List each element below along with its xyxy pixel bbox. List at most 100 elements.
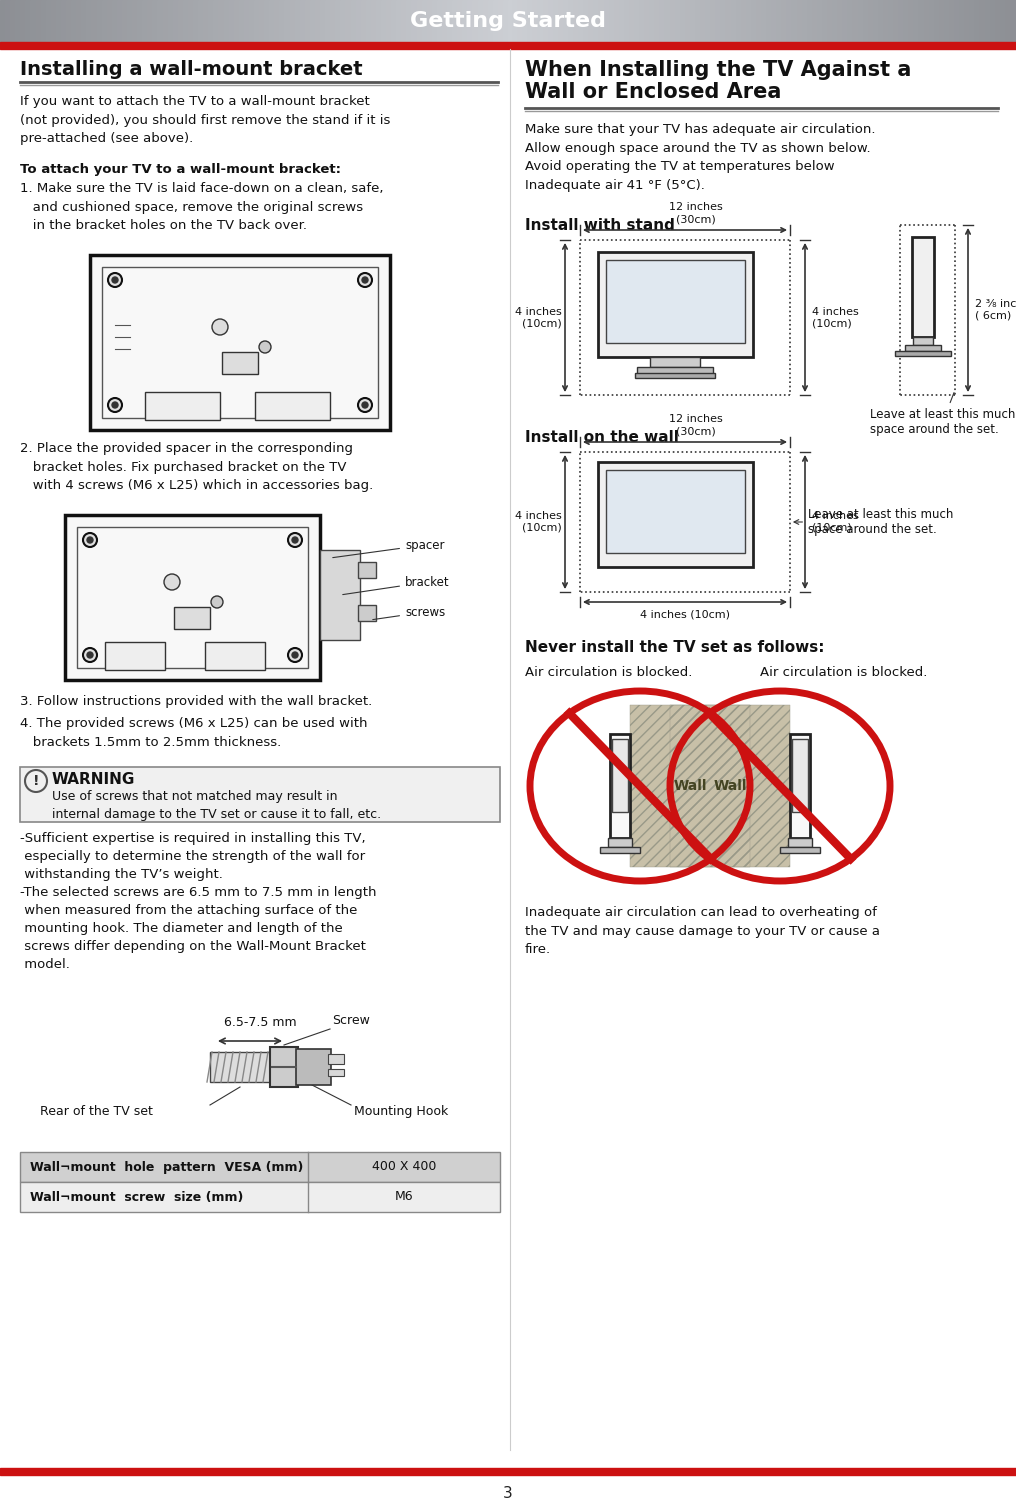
Bar [61, 0, 67, 42]
Bar [645, 0, 651, 42]
Bar [630, 705, 750, 867]
Circle shape [112, 402, 118, 408]
Text: Wall¬mount  screw  size (mm): Wall¬mount screw size (mm) [30, 1191, 244, 1203]
Bar [345, 0, 352, 42]
Bar [554, 0, 560, 42]
Bar [396, 0, 402, 42]
Ellipse shape [530, 691, 750, 881]
Bar [30, 0, 37, 42]
Bar [691, 0, 697, 42]
Bar [90, 255, 390, 431]
Circle shape [211, 596, 223, 608]
Bar [828, 0, 834, 42]
Bar [960, 0, 966, 42]
Bar [371, 0, 377, 42]
Bar [0, 42, 1016, 50]
Text: Installing a wall-mount bracket: Installing a wall-mount bracket [20, 60, 363, 78]
Text: 4 inches
(10cm): 4 inches (10cm) [515, 307, 562, 328]
Bar [950, 0, 956, 42]
Bar [874, 0, 880, 42]
Bar [655, 0, 661, 42]
Bar [296, 1050, 331, 1084]
Bar [925, 0, 931, 42]
Bar [884, 0, 890, 42]
Text: 2 ³⁄₈ inches
( 6cm): 2 ³⁄₈ inches ( 6cm) [975, 300, 1016, 321]
Bar [203, 0, 209, 42]
Bar [205, 642, 265, 670]
Bar [249, 0, 255, 42]
Bar [610, 0, 616, 42]
Bar [157, 0, 164, 42]
Bar [737, 0, 743, 42]
Bar [721, 0, 727, 42]
Bar [742, 0, 748, 42]
Bar [358, 562, 376, 578]
Bar [71, 0, 77, 42]
Text: 1. Make sure the TV is laid face-down on a clean, safe,
   and cushioned space, : 1. Make sure the TV is laid face-down on… [20, 182, 383, 232]
Bar [789, 733, 810, 839]
Bar [132, 0, 138, 42]
Bar [919, 0, 926, 42]
Circle shape [164, 574, 180, 590]
Bar [945, 0, 951, 42]
Bar [422, 0, 428, 42]
Bar [279, 0, 285, 42]
Bar [503, 0, 509, 42]
Bar [640, 0, 646, 42]
Bar [457, 0, 463, 42]
Bar [320, 550, 360, 640]
Bar [665, 0, 672, 42]
Bar [955, 0, 961, 42]
Bar [637, 367, 713, 375]
Text: 400 X 400: 400 X 400 [372, 1161, 436, 1173]
Bar [193, 0, 199, 42]
Text: Never install the TV set as follows:: Never install the TV set as follows: [525, 640, 825, 655]
Bar [462, 0, 468, 42]
Bar [259, 0, 265, 42]
Bar [549, 0, 555, 42]
Bar [102, 267, 378, 419]
Text: bracket: bracket [342, 575, 450, 595]
Bar [437, 0, 443, 42]
Bar [335, 0, 341, 42]
Bar [523, 0, 529, 42]
Circle shape [288, 648, 302, 663]
Bar [76, 0, 82, 42]
Bar [229, 0, 235, 42]
Text: Install on the wall: Install on the wall [525, 431, 679, 444]
Text: Leave at least this much
space around the set.: Leave at least this much space around th… [870, 393, 1015, 437]
Bar [142, 0, 148, 42]
Bar [20, 767, 500, 822]
Bar [533, 0, 539, 42]
Bar [630, 705, 750, 867]
Bar [975, 0, 981, 42]
Bar [51, 0, 57, 42]
Text: 3: 3 [503, 1485, 513, 1500]
Bar [762, 0, 768, 42]
Bar [798, 0, 804, 42]
Bar [330, 0, 336, 42]
Bar [579, 0, 585, 42]
Bar [635, 0, 641, 42]
Bar [254, 0, 260, 42]
Bar [757, 0, 763, 42]
Bar [488, 0, 494, 42]
Bar [210, 1053, 270, 1081]
Bar [25, 0, 31, 42]
Bar [660, 0, 666, 42]
Bar [853, 0, 860, 42]
Bar [538, 0, 545, 42]
Bar [5, 0, 11, 42]
Bar [97, 0, 103, 42]
Bar [81, 0, 87, 42]
Bar [376, 0, 382, 42]
Bar [780, 846, 820, 852]
Bar [630, 0, 636, 42]
Bar [255, 392, 330, 420]
Bar [406, 0, 412, 42]
Text: Air circulation is blocked.: Air circulation is blocked. [525, 666, 692, 679]
Bar [493, 0, 499, 42]
Bar [432, 0, 438, 42]
Text: Make sure that your TV has adequate air circulation.
Allow enough space around t: Make sure that your TV has adequate air … [525, 123, 876, 191]
Circle shape [362, 277, 368, 283]
